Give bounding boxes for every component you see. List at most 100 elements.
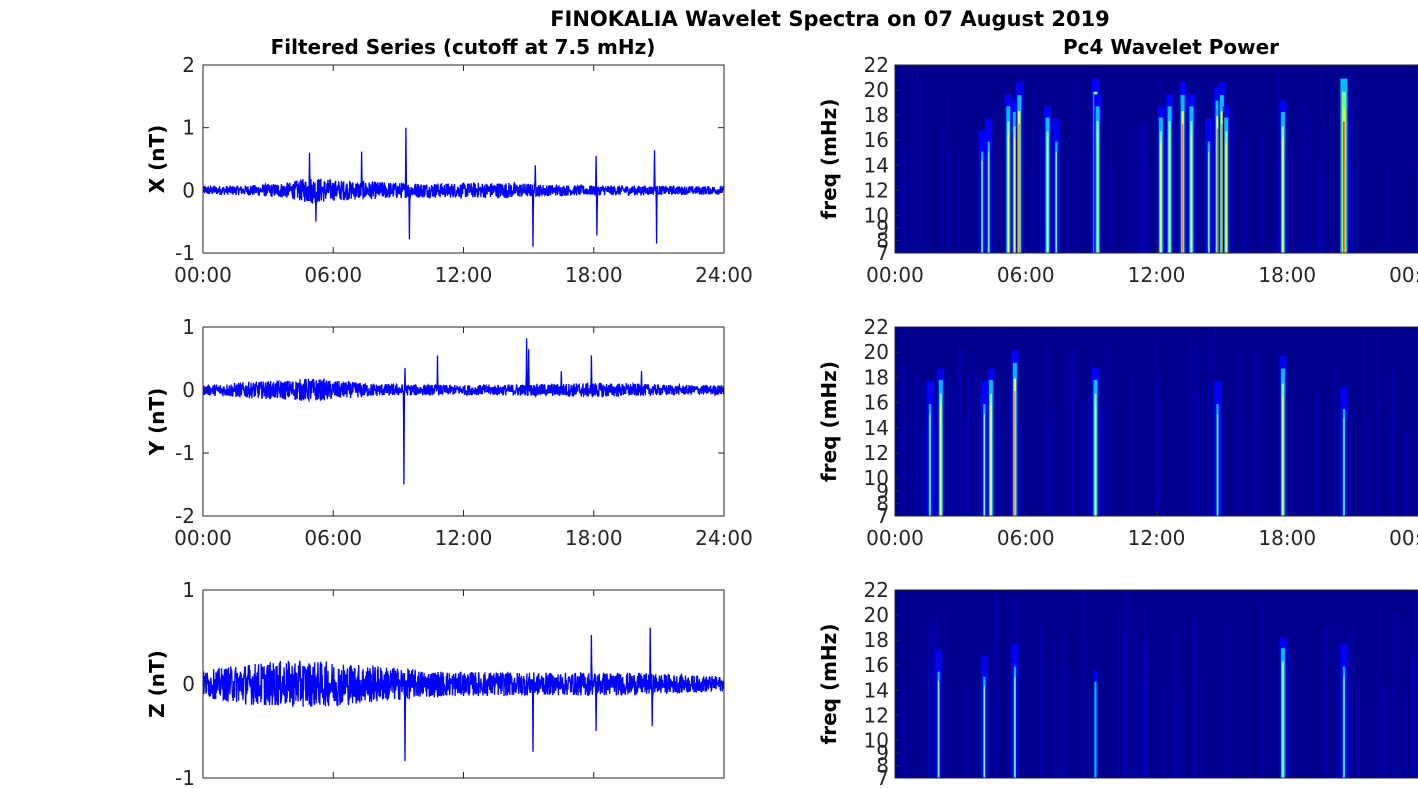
power-streak (958, 345, 960, 516)
xtick-label: 00:00 (174, 263, 232, 287)
power-streak (1135, 606, 1137, 778)
subplot-title: Pc4 Wavelet Power (1063, 35, 1279, 59)
power-streak (1010, 375, 1012, 516)
xtick-label: 12:00 (1128, 263, 1186, 287)
ytick-label: 1 (182, 315, 195, 339)
ytick-label: -1 (175, 441, 195, 465)
power-streak (916, 67, 918, 253)
y-axis-label: X (nT) (145, 125, 169, 194)
power-streak (1083, 590, 1085, 778)
power-streak (1198, 122, 1200, 253)
ytick-label: 8 (876, 491, 889, 515)
power-streak (1357, 680, 1359, 778)
power-streak (1098, 386, 1100, 516)
ytick-label: 12 (864, 441, 889, 465)
power-streak (1393, 612, 1396, 778)
power-streak (1073, 82, 1075, 253)
power-streak (1416, 165, 1418, 253)
power-event-strip (983, 414, 985, 516)
filtered-series-line (203, 627, 724, 762)
power-event-strip (1094, 404, 1097, 516)
power-streak (1243, 139, 1245, 253)
xtick-label: 24:00 (695, 263, 753, 287)
power-event-strip (1343, 121, 1345, 253)
power-streak (934, 373, 936, 516)
power-streak (1414, 601, 1416, 778)
xtick-label: 00:00 (1389, 526, 1418, 550)
ytick-label: 8 (876, 753, 889, 777)
power-streak (1057, 682, 1059, 778)
power-streak (1039, 621, 1041, 778)
ytick-label: 8 (876, 228, 889, 252)
power-streak (1278, 74, 1280, 253)
power-streak (1237, 347, 1239, 516)
power-streak (948, 681, 950, 778)
power-streak (973, 363, 975, 516)
power-streak (1176, 676, 1179, 778)
ytick-label: 2 (182, 53, 195, 77)
subplot-title: Filtered Series (cutoff at 7.5 mHz) (271, 35, 656, 59)
ytick-label: 20 (864, 340, 889, 364)
power-streak (1087, 397, 1089, 516)
power-streak (1032, 88, 1034, 253)
power-event-strip (1182, 124, 1184, 253)
ytick-label: 0 (182, 378, 195, 402)
power-streak (1226, 619, 1228, 778)
power-streak (925, 426, 927, 516)
spectrum-strips (903, 66, 1418, 253)
power-streak (1155, 403, 1157, 516)
ytick-label: 18 (864, 628, 889, 652)
power-streak (997, 387, 999, 516)
power-streak (1041, 629, 1043, 778)
ytick-label: 7 (876, 504, 889, 528)
power-streak (1335, 623, 1337, 778)
power-streak (1256, 351, 1258, 516)
power-streak (1105, 346, 1108, 516)
power-streak (1148, 166, 1150, 253)
power-streak (1143, 640, 1145, 778)
ytick-label: 0 (182, 672, 195, 696)
power-event-strip (1343, 676, 1345, 778)
power-streak (1288, 155, 1290, 253)
power-event-strip (1216, 414, 1219, 516)
ytick-label: 22 (864, 578, 889, 602)
power-streak (921, 78, 923, 253)
power-event-strip (929, 414, 931, 516)
power-streak (1195, 388, 1197, 516)
power-streak (1051, 404, 1054, 516)
y-axis-label: freq (mHz) (817, 99, 841, 220)
power-streak (1101, 410, 1104, 516)
power-streak (1132, 374, 1134, 516)
figure-title: FINOKALIA Wavelet Spectra on 07 August 2… (550, 7, 1110, 31)
power-streak (1144, 608, 1146, 778)
axes-background (203, 65, 724, 253)
filtered-series-line (203, 338, 724, 485)
power-streak (948, 96, 950, 253)
power-event-strip (1216, 128, 1219, 253)
power-event-strip (940, 404, 942, 516)
power-streak (1303, 102, 1305, 253)
power-streak (1386, 690, 1388, 778)
power-event-strip (981, 160, 983, 253)
ytick-label: 10 (864, 203, 889, 227)
power-event-strip (1014, 676, 1016, 778)
power-streak (1260, 423, 1263, 516)
power-streak (1173, 628, 1175, 778)
power-event-strip (1221, 124, 1223, 253)
power-streak (936, 398, 938, 516)
power-streak (1301, 405, 1303, 516)
power-event-strip (1343, 418, 1345, 516)
power-streak (1261, 602, 1263, 778)
power-streak (922, 415, 925, 516)
power-streak (1378, 608, 1381, 778)
spectrum-strips (903, 590, 1416, 778)
power-streak (951, 384, 954, 516)
power-streak (1073, 370, 1075, 516)
power-event-strip (1190, 133, 1192, 253)
power-streak (1385, 692, 1387, 778)
power-streak (1080, 400, 1083, 516)
power-streak (903, 368, 906, 516)
